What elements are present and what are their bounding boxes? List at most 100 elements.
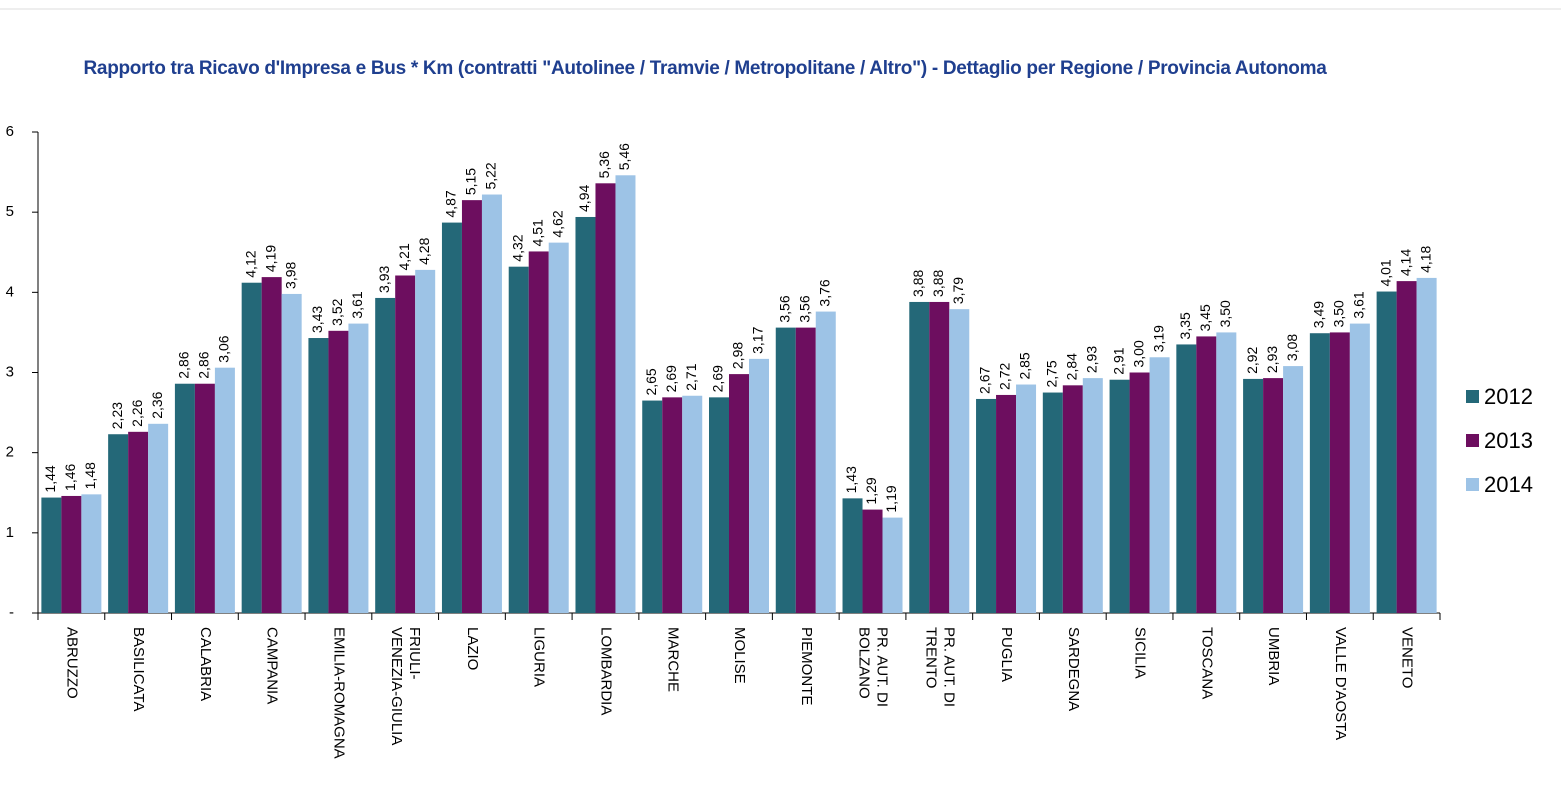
value-label: 2,84 — [1064, 353, 1080, 380]
bar — [1082, 378, 1103, 613]
value-label: 3,19 — [1150, 325, 1166, 352]
bar — [1349, 323, 1370, 613]
value-label: 3,98 — [282, 261, 298, 288]
value-label: 3,50 — [1331, 300, 1347, 327]
bar — [1216, 332, 1237, 613]
bar — [348, 323, 369, 613]
value-label: 5,22 — [483, 162, 499, 189]
x-tick-label: CALABRIA — [197, 627, 214, 701]
bar — [1109, 379, 1130, 613]
bar — [749, 358, 769, 613]
bar — [575, 216, 596, 613]
bar — [1416, 277, 1437, 613]
y-tick-label: 6 — [6, 123, 14, 140]
bar — [61, 495, 82, 613]
bar — [1042, 392, 1063, 613]
value-label: 1,48 — [82, 462, 98, 489]
bar — [328, 330, 349, 613]
value-label: 3,50 — [1217, 300, 1233, 327]
bar — [548, 242, 569, 613]
y-tick-label: 1 — [6, 524, 14, 541]
value-label: 4,19 — [262, 245, 278, 272]
value-label: 2,71 — [683, 363, 699, 390]
value-label: 3,49 — [1311, 301, 1327, 328]
bar — [395, 275, 416, 613]
x-tick-label: LIGURIA — [531, 627, 548, 687]
bar — [1243, 378, 1264, 613]
value-label: 4,51 — [529, 219, 545, 246]
value-label: 2,26 — [129, 399, 145, 426]
value-label: 1,29 — [863, 477, 879, 504]
bar — [929, 301, 950, 613]
x-tick-label: PR. AUT. DI TRENTO — [922, 627, 957, 711]
value-label: 3,45 — [1197, 304, 1213, 331]
bar — [615, 175, 636, 614]
bar — [481, 194, 502, 613]
bar — [128, 431, 149, 613]
bar — [1016, 384, 1037, 613]
bar — [281, 293, 302, 613]
bar — [595, 183, 616, 613]
y-tick-label: 2 — [6, 444, 14, 461]
x-tick-label: PR. AUT. DI BOLZANO — [856, 627, 891, 711]
label-line: TRENTO — [922, 627, 939, 688]
x-tick-label: TOSCANA — [1198, 627, 1215, 699]
value-label: 2,85 — [1017, 352, 1033, 379]
legend-label: 2013 — [1484, 428, 1533, 453]
bar — [241, 282, 262, 613]
bar — [375, 297, 396, 613]
bar — [1149, 357, 1170, 613]
value-label: 2,36 — [149, 391, 165, 418]
value-label: 2,69 — [710, 365, 726, 392]
legend-swatch — [1466, 478, 1479, 491]
bar — [1062, 385, 1083, 613]
value-label: 1,43 — [843, 466, 859, 493]
value-label: 1,44 — [42, 465, 58, 492]
value-label: 4,14 — [1397, 249, 1413, 276]
x-tick-label: MARCHE — [664, 627, 681, 692]
x-tick-label: FRIULI-VENEZIA-GIULIA — [388, 627, 423, 745]
bar — [1176, 344, 1197, 613]
value-label: 3,61 — [349, 291, 365, 318]
x-tick-label: MOLISE — [731, 627, 748, 684]
bar — [862, 509, 883, 613]
value-label: 2,86 — [176, 351, 192, 378]
value-label: 2,65 — [643, 368, 659, 395]
bar — [1396, 281, 1417, 613]
x-tick-label: BASILICATA — [130, 627, 147, 711]
value-label: 3,93 — [376, 265, 392, 292]
value-label: 3,06 — [216, 335, 232, 362]
bar — [1376, 291, 1397, 613]
bar — [261, 277, 282, 613]
value-label: 2,93 — [1084, 346, 1100, 373]
value-label: 3,00 — [1130, 340, 1146, 367]
legend-label: 2012 — [1484, 384, 1533, 409]
value-label: 3,56 — [796, 295, 812, 322]
bar — [81, 494, 102, 613]
bar — [308, 338, 329, 613]
x-tick-label: PUGLIA — [998, 627, 1015, 682]
bar — [1196, 336, 1217, 613]
label-line: PR. AUT. DI — [940, 627, 957, 711]
value-label: 2,75 — [1044, 360, 1060, 387]
value-label: 4,87 — [443, 190, 459, 217]
x-tick-label: CAMPANIA — [264, 627, 281, 704]
x-tick-label: SICILIA — [1132, 627, 1149, 679]
value-label: 1,46 — [62, 463, 78, 490]
value-label: 2,91 — [1110, 347, 1126, 374]
value-label: 1,19 — [883, 485, 899, 512]
x-tick-label: LOMBARDIA — [598, 627, 615, 715]
bar — [528, 251, 549, 613]
bar — [642, 400, 663, 613]
label-line: FRIULI- — [406, 627, 423, 680]
x-tick-label: ABRUZZO — [63, 627, 80, 699]
value-label: 4,62 — [549, 210, 565, 237]
legend-label: 2014 — [1484, 472, 1533, 497]
value-label: 4,01 — [1377, 259, 1393, 286]
bar — [976, 398, 997, 613]
y-tick-label: 3 — [6, 363, 14, 380]
value-label: 3,88 — [910, 269, 926, 296]
bar — [842, 498, 863, 613]
